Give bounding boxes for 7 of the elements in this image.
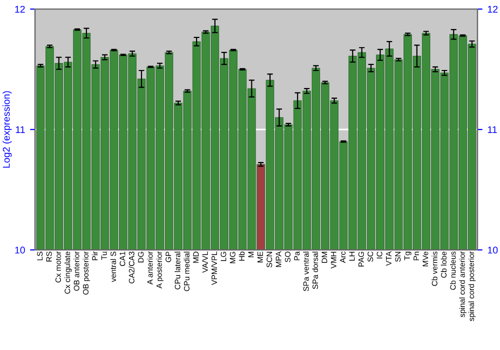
y2-tick-label: 12 [488,6,498,13]
y-tick-label: 11 [16,126,25,134]
y-tick-label: 12 [15,6,25,13]
y2-tick-label: 10 [488,246,498,254]
y-axis-title: Log2 (expression) [2,91,12,168]
y2-tick-label: 11 [488,126,497,134]
y-tick-label: 10 [15,246,25,254]
